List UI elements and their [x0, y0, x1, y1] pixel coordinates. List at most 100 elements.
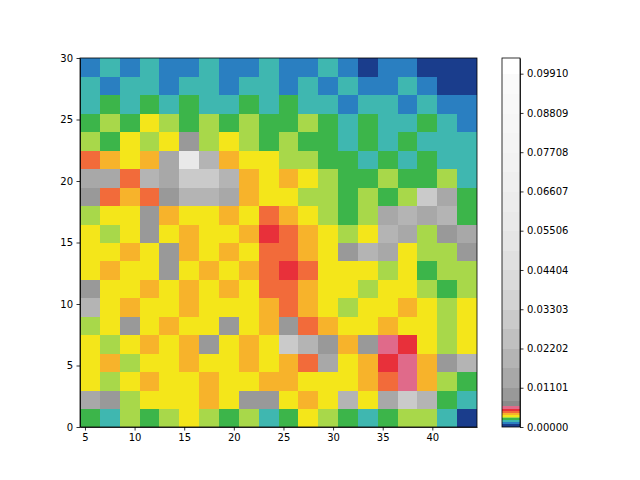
heatmap-cell — [457, 113, 477, 132]
heatmap-cell — [338, 95, 358, 114]
heatmap-cell — [80, 390, 100, 409]
heatmap-cell — [378, 132, 398, 151]
heatmap-cell — [140, 187, 160, 206]
heatmap-cell — [338, 372, 358, 391]
heatmap-cell — [279, 113, 299, 132]
heatmap-cell — [318, 261, 338, 280]
tick-mark — [520, 427, 524, 428]
colorbar-band — [502, 388, 520, 401]
heatmap-cell — [159, 224, 179, 243]
tick-label: 30 — [327, 432, 340, 443]
heatmap-cell — [179, 335, 199, 354]
heatmap-cell — [120, 353, 140, 372]
heatmap-cell — [259, 335, 279, 354]
colorbar-outline — [502, 58, 520, 427]
heatmap-cell — [140, 335, 160, 354]
heatmap-cell — [219, 316, 239, 335]
heatmap-cell — [100, 353, 120, 372]
heatmap-cell — [417, 187, 437, 206]
heatmap-cell — [437, 76, 457, 95]
heatmap-cell — [179, 279, 199, 298]
tick-label: 20 — [60, 176, 73, 187]
heatmap-cell — [140, 316, 160, 335]
heatmap-cell — [120, 279, 140, 298]
heatmap-cell — [239, 58, 259, 77]
heatmap-cell — [318, 132, 338, 151]
tick: 0.09910 — [520, 68, 568, 79]
heatmap-cell — [457, 58, 477, 77]
heatmap-cell — [80, 206, 100, 225]
heatmap-cell — [120, 95, 140, 114]
tick-mark — [283, 427, 284, 431]
heatmap-cell — [298, 409, 318, 427]
heatmap-cell — [159, 372, 179, 391]
colorbar-band — [502, 74, 520, 94]
heatmap-cell — [457, 187, 477, 206]
heatmap-cell — [100, 335, 120, 354]
tick-label: 25 — [60, 114, 73, 125]
heatmap-cell — [219, 279, 239, 298]
heatmap-cell — [437, 132, 457, 151]
tick: 30 — [60, 53, 80, 64]
heatmap-cell — [437, 187, 457, 206]
heatmap-cell — [457, 390, 477, 409]
colorbar-band — [502, 58, 520, 74]
heatmap-cell — [378, 372, 398, 391]
heatmap-cell — [358, 113, 378, 132]
heatmap-cell — [199, 298, 219, 317]
colorbar-band — [502, 413, 520, 415]
heatmap-cell — [318, 76, 338, 95]
heatmap-cell — [338, 224, 358, 243]
heatmap-cell — [219, 372, 239, 391]
heatmap-cell — [219, 261, 239, 280]
heatmap-cell — [279, 335, 299, 354]
heatmap-cell — [239, 187, 259, 206]
heatmap-cell — [417, 279, 437, 298]
heatmap-cell — [219, 298, 239, 317]
tick-mark — [77, 58, 81, 59]
heatmap-cell — [437, 261, 457, 280]
heatmap-cell — [179, 113, 199, 132]
heatmap-cell — [259, 169, 279, 188]
tick-label: 5 — [67, 360, 73, 371]
heatmap-cell — [120, 261, 140, 280]
colorbar-axis: 0.000000.011010.022020.033030.044040.055… — [520, 59, 568, 433]
tick: 20 — [228, 427, 241, 443]
heatmap-cell — [417, 316, 437, 335]
heatmap-cell — [140, 169, 160, 188]
heatmap-cell — [457, 243, 477, 262]
tick-mark — [135, 427, 136, 431]
heatmap-cell — [417, 409, 437, 427]
heatmap-cell — [80, 335, 100, 354]
heatmap-cell — [199, 58, 219, 77]
heatmap-cell — [358, 298, 378, 317]
heatmap-cell — [338, 206, 358, 225]
heatmap-cell — [199, 76, 219, 95]
tick: 30 — [327, 427, 340, 443]
heatmap-cell — [378, 95, 398, 114]
heatmap-cell — [437, 316, 457, 335]
heatmap-cell — [80, 113, 100, 132]
heatmap-cell — [239, 409, 259, 427]
heatmap-cell — [120, 390, 140, 409]
heatmap-cell — [338, 353, 358, 372]
heatmap-cell — [318, 409, 338, 427]
heatmap-cell — [219, 95, 239, 114]
heatmap-cell — [318, 335, 338, 354]
heatmap-cell — [437, 95, 457, 114]
tick-mark — [234, 427, 235, 431]
colorbar-band — [502, 133, 520, 153]
heatmap-cell — [437, 224, 457, 243]
heatmap-cell — [259, 58, 279, 77]
tick: 0.06607 — [520, 186, 568, 197]
heatmap-cell — [318, 353, 338, 372]
heatmap-cell — [159, 390, 179, 409]
tick-label: 15 — [178, 432, 191, 443]
heatmap-cell — [417, 261, 437, 280]
tick: 0.00000 — [520, 422, 568, 433]
heatmap-cell — [100, 298, 120, 317]
heatmap-cell — [358, 76, 378, 95]
axis-line — [80, 59, 81, 428]
heatmap-cell — [239, 132, 259, 151]
heatmap-cell — [358, 132, 378, 151]
